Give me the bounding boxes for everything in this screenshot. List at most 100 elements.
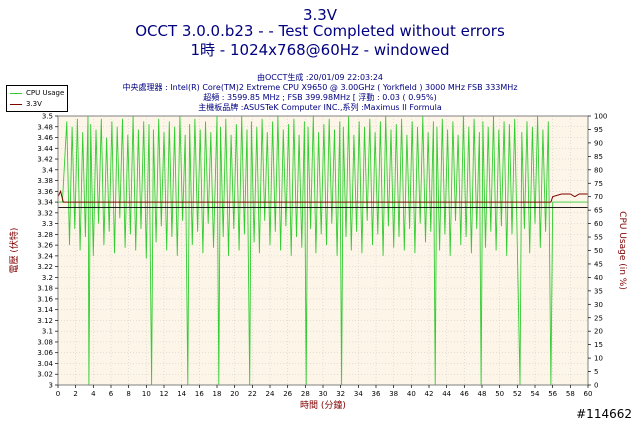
y-right-tick-label: 60 (594, 220, 603, 228)
x-tick-label: 14 (177, 390, 186, 398)
y-left-tick-label: 3.08 (37, 338, 53, 346)
series-cpu-usage-line (58, 115, 588, 386)
x-tick-label: 52 (513, 390, 522, 398)
legend-label-cpu-usage: CPU Usage (26, 89, 65, 97)
watermark-label: #114662 (576, 407, 632, 421)
y-left-tick-label: 3.14 (37, 306, 53, 314)
y-right-tick-label: 50 (594, 247, 603, 255)
chart-title: 3.3V (302, 6, 338, 24)
y-axis-label-left: 電壓 (伏特) (8, 228, 20, 274)
y-left-tick-label: 3.06 (37, 349, 53, 357)
x-tick-label: 6 (109, 390, 114, 398)
y-left-tick-label: 3.28 (37, 231, 53, 239)
plot-area (58, 116, 588, 385)
y-right-tick-label: 20 (594, 328, 603, 336)
x-tick-label: 60 (584, 390, 593, 398)
x-tick-label: 26 (283, 390, 292, 398)
y-left-tick-label: 3.38 (37, 177, 53, 185)
legend-label-3v3: 3.3V (26, 100, 42, 108)
x-tick-label: 48 (478, 390, 487, 398)
y-right-tick-label: 100 (594, 113, 607, 121)
x-tick-label: 58 (566, 390, 575, 398)
x-tick-label: 32 (336, 390, 345, 398)
x-tick-label: 36 (372, 390, 381, 398)
legend-item-cpu-usage: CPU Usage (10, 88, 64, 98)
y-left-tick-label: 3.36 (37, 188, 53, 196)
x-tick-label: 8 (126, 390, 130, 398)
x-tick-label: 4 (91, 390, 96, 398)
chart-subtitle-1: OCCT 3.0.0.b23 - - Test Completed withou… (135, 22, 505, 40)
y-left-tick-label: 3.48 (37, 123, 53, 131)
y-right-tick-label: 75 (594, 180, 603, 188)
y-right-tick-label: 45 (594, 260, 603, 268)
y-right-tick-label: 40 (594, 274, 603, 282)
info-line-3: 超頻 : 3599.85 MHz ; FSB 399.98MHz [ 浮動 : … (203, 93, 437, 102)
series-3v3-line (57, 189, 588, 203)
y-left-tick-label: 3.04 (37, 360, 53, 368)
plot-frame (57, 115, 589, 386)
y-left-tick-label: 3.42 (37, 156, 53, 164)
legend-swatch-3v3 (10, 103, 22, 105)
info-line-1: 由OCCT生成 :20/01/09 22:03:24 (257, 73, 383, 82)
y-left-tick-label: 3.16 (37, 295, 53, 303)
y-right-tick-label: 80 (594, 166, 603, 174)
x-tick-label: 22 (248, 390, 257, 398)
y-left-tick-label: 3.5 (42, 113, 53, 121)
y-left-tick-label: 3.44 (37, 145, 53, 153)
y-right-tick-label: 85 (594, 153, 603, 161)
y-right-tick-label: 5 (594, 368, 598, 376)
y-left-tick-label: 3.46 (37, 134, 53, 142)
x-tick-label: 34 (354, 390, 363, 398)
y-left-tick-label: 3.1 (42, 328, 53, 336)
y-left-tick-label: 3.26 (37, 242, 53, 250)
y-left-tick-label: 3.12 (37, 317, 53, 325)
y-right-tick-label: 10 (594, 355, 603, 363)
y-right-tick-label: 65 (594, 207, 603, 215)
y-right-tick-label: 30 (594, 301, 603, 309)
y-left-tick-label: 3.34 (37, 199, 53, 207)
y-right-tick-label: 95 (594, 126, 603, 134)
x-tick-label: 42 (425, 390, 434, 398)
y-right-tick-label: 35 (594, 287, 603, 295)
x-tick-label: 16 (195, 390, 204, 398)
y-right-tick-label: 25 (594, 314, 603, 322)
x-tick-label: 56 (548, 390, 557, 398)
x-tick-label: 20 (230, 390, 239, 398)
y-axis-label-right: CPU Usage (in %) (617, 211, 627, 290)
y-left-tick-label: 3.24 (37, 252, 53, 260)
x-tick-label: 18 (213, 390, 222, 398)
y-right-tick-label: 70 (594, 193, 603, 201)
y-right-tick-label: 55 (594, 234, 603, 242)
legend-swatch-cpu-usage (10, 92, 22, 94)
legend-item-3v3: 3.3V (10, 99, 42, 109)
x-tick-label: 2 (73, 390, 77, 398)
y-left-tick-label: 3.02 (37, 371, 53, 379)
x-tick-label: 30 (319, 390, 328, 398)
x-tick-label: 24 (266, 390, 275, 398)
y-left-tick-label: 3.3 (42, 220, 53, 228)
y-left-tick-label: 3.22 (37, 263, 53, 271)
x-tick-label: 38 (389, 390, 398, 398)
x-axis-label: 時間 (分鐘) (300, 399, 346, 411)
x-tick-label: 50 (495, 390, 504, 398)
y-left-tick-label: 3.18 (37, 285, 53, 293)
x-tick-label: 44 (442, 390, 451, 398)
y-right-tick-label: 15 (594, 341, 603, 349)
x-tick-label: 40 (407, 390, 416, 398)
x-tick-label: 54 (531, 390, 540, 398)
y-left-tick-label: 3.4 (42, 166, 54, 174)
y-left-tick-label: 3 (49, 382, 53, 390)
y-left-tick-label: 3.2 (42, 274, 53, 282)
info-line-4: 主機板品牌 :ASUSTeK Computer INC.,系列 :Maximus… (198, 103, 442, 112)
info-line-2: 中央處理器 : Intel(R) Core(TM)2 Extreme CPU X… (122, 83, 518, 92)
x-tick-label: 28 (301, 390, 310, 398)
chart-subtitle-2: 1時 - 1024x768@60Hz - windowed (190, 41, 450, 59)
x-tick-label: 12 (160, 390, 169, 398)
x-tick-label: 46 (460, 390, 469, 398)
chart-legend: CPU Usage 3.3V (6, 85, 68, 112)
y-right-tick-label: 90 (594, 139, 603, 147)
x-tick-label: 10 (142, 390, 151, 398)
y-right-tick-label: 0 (594, 382, 598, 390)
y-left-tick-label: 3.32 (37, 209, 53, 217)
